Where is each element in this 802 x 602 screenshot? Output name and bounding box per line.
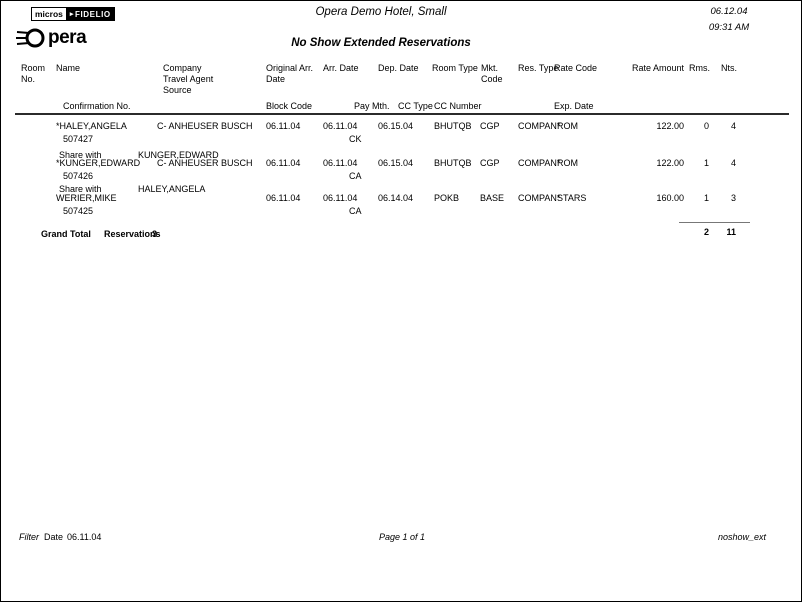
res2-room-type: BHUTQB	[434, 158, 472, 168]
micros-logo-text: micros	[31, 7, 67, 21]
col-cc-type: CC Type	[398, 101, 433, 111]
col-arr-date: Arr. Date	[323, 63, 359, 73]
res1-confirmation-no: 507427	[63, 134, 94, 144]
res2-pay-mth: CA	[349, 171, 362, 181]
res2-company: C- ANHEUSER BUSCH	[157, 158, 253, 168]
res1-res-type: COMPAN*	[518, 121, 561, 131]
total-rms: 2	[703, 227, 709, 237]
res2-share-label: Share with	[59, 184, 102, 194]
micros-fidelio-logo: micros ▸ FIDELIO	[31, 7, 115, 21]
col-original-arr: Original Arr. Date	[266, 63, 314, 84]
header-rule	[15, 113, 789, 115]
res3-nts: 3	[730, 193, 736, 203]
col-rms: Rms.	[689, 63, 710, 73]
res1-share-label: Share with	[59, 150, 102, 160]
totals-rule	[679, 222, 750, 223]
footer-date-value: 06.11.04	[67, 532, 102, 542]
col-block-code: Block Code	[266, 101, 313, 111]
res2-confirmation-no: 507426	[63, 171, 94, 181]
col-dep-date: Dep. Date	[378, 63, 419, 73]
res3-original-arr: 06.11.04	[266, 193, 301, 203]
res1-company: C- ANHEUSER BUSCH	[157, 121, 253, 131]
res2-res-type: COMPAN*	[518, 158, 561, 168]
page-number: Page 1 of 1	[378, 532, 426, 542]
filter-label: Filter	[19, 532, 39, 542]
col-company: Company Travel Agent Source	[163, 63, 214, 95]
res1-original-arr: 06.11.04	[266, 121, 301, 131]
res1-pay-mth: CK	[349, 134, 362, 144]
res3-rate-amount: 160.00	[656, 193, 684, 203]
total-nts: 11	[726, 227, 736, 237]
footer-date-label: Date	[44, 532, 64, 542]
col-name: Name	[56, 63, 81, 73]
res2-original-arr: 06.11.04	[266, 158, 301, 168]
reservation-count: 3	[152, 229, 158, 239]
col-rate-code: Rate Code	[554, 63, 598, 73]
col-res-type: Res. Type	[518, 63, 559, 73]
res1-dep-date: 06.15.04	[378, 121, 414, 131]
res1-room-type: BHUTQB	[434, 121, 472, 131]
res1-mkt-code: CGP	[480, 121, 500, 131]
res2-mkt-code: CGP	[480, 158, 500, 168]
hotel-name: Opera Demo Hotel, Small	[315, 6, 447, 18]
res3-arr-date: 06.11.04	[323, 193, 358, 203]
report-file-name: noshow_ext	[717, 532, 766, 542]
res3-guest-name: WERIER,MIKE	[56, 193, 117, 203]
fidelio-arrow-icon: ▸	[69, 11, 74, 18]
res3-mkt-code: BASE	[480, 193, 505, 203]
res1-nts: 4	[730, 121, 736, 131]
res3-rms: 1	[703, 193, 709, 203]
res2-guest-name: *KUNGER,EDWARD	[56, 158, 141, 168]
fidelio-logo-text: ▸ FIDELIO	[66, 7, 115, 21]
res1-arr-date: 06.11.04	[323, 121, 358, 131]
col-room-no: Room No.	[21, 63, 46, 84]
res2-dep-date: 06.15.04	[378, 158, 414, 168]
res1-rate-amount: 122.00	[656, 121, 684, 131]
res3-rate-code: STARS	[557, 193, 587, 203]
grand-total-label: Grand Total	[41, 229, 91, 239]
col-confirmation-no: Confirmation No.	[63, 101, 131, 111]
res3-room-type: POKB	[434, 193, 460, 203]
res2-arr-date: 06.11.04	[323, 158, 358, 168]
col-exp-date: Exp. Date	[554, 101, 594, 111]
col-nts: Nts.	[721, 63, 738, 73]
print-time: 09:31 AM	[708, 22, 750, 33]
col-pay-mth: Pay Mth.	[354, 101, 390, 111]
res2-nts: 4	[730, 158, 736, 168]
res1-share-name: KUNGER,EDWARD	[138, 150, 219, 160]
res3-confirmation-no: 507425	[63, 206, 94, 216]
res3-pay-mth: CA	[349, 206, 362, 216]
opera-logo: pera	[16, 25, 87, 51]
res2-rate-amount: 122.00	[656, 158, 684, 168]
print-date: 06.12.04	[710, 6, 748, 17]
col-mkt-code: Mkt. Code	[481, 63, 503, 84]
res1-guest-name: *HALEY,ANGELA	[56, 121, 127, 131]
opera-logo-text: pera	[48, 27, 87, 48]
opera-swirl-icon	[16, 28, 45, 48]
report-title: No Show Extended Reservations	[291, 37, 471, 49]
res2-rms: 1	[703, 158, 709, 168]
col-rate-amount: Rate Amount	[631, 63, 684, 73]
col-cc-number: CC Number	[434, 101, 482, 111]
reservations-label: Reservations	[104, 229, 161, 239]
res3-dep-date: 06.14.04	[378, 193, 414, 203]
res1-rms: 0	[703, 121, 709, 131]
res1-rate-code: ROM	[557, 121, 578, 131]
res3-res-type: COMPAN*	[518, 193, 561, 203]
res2-rate-code: ROM	[557, 158, 578, 168]
col-room-type: Room Type	[432, 63, 478, 73]
res2-share-name: HALEY,ANGELA	[138, 184, 206, 194]
